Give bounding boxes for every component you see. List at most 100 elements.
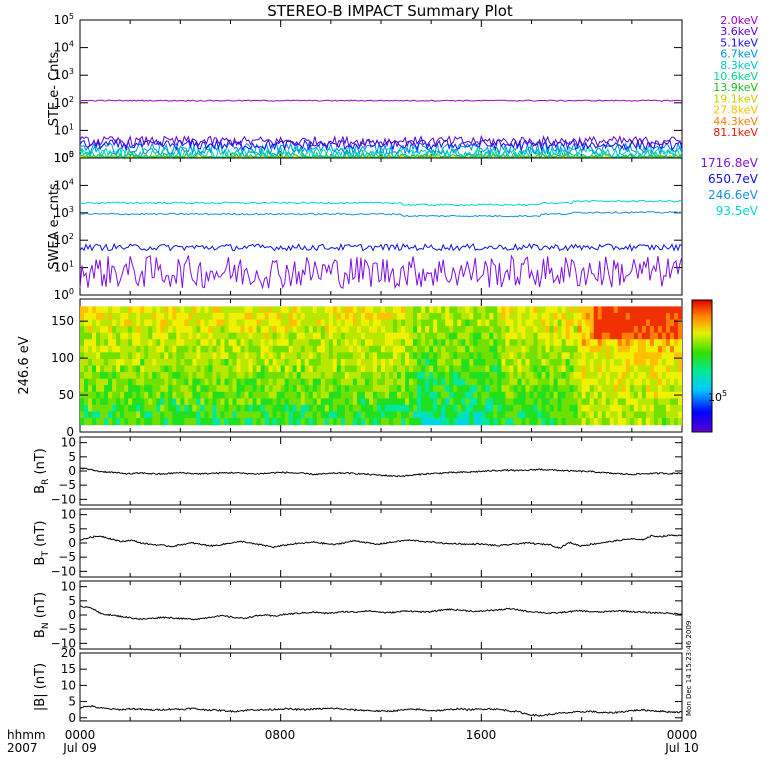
heatmap-cell	[232, 306, 238, 314]
heatmap-cell	[156, 306, 161, 314]
heatmap-cell	[324, 326, 330, 334]
heatmap-cell	[172, 372, 177, 380]
heatmap-cell	[645, 352, 651, 360]
heatmap-cell	[649, 326, 655, 334]
heatmap-cell	[421, 332, 426, 340]
heatmap-cell	[372, 339, 378, 347]
heatmap-cell	[308, 398, 314, 406]
heatmap-cell	[625, 411, 631, 419]
heatmap-cell	[497, 418, 502, 426]
heatmap-cell	[625, 385, 631, 393]
heatmap-cell	[625, 418, 631, 426]
heatmap-cell	[433, 378, 438, 386]
heatmap-cell	[140, 365, 145, 373]
heatmap-cell	[537, 365, 543, 373]
heatmap-cell	[381, 378, 386, 386]
heatmap-cell	[124, 326, 129, 334]
heatmap-cell	[304, 339, 310, 347]
heatmap-cell	[336, 319, 342, 327]
heatmap-cell	[204, 326, 210, 334]
heatmap-cell	[465, 332, 470, 340]
heatmap-cell	[212, 372, 218, 380]
heatmap-cell	[441, 378, 446, 386]
heatmap-cell	[320, 365, 326, 373]
heatmap-cell	[248, 306, 254, 314]
heatmap-cell	[292, 352, 298, 360]
heatmap-cell	[96, 404, 101, 413]
heatmap-cell	[288, 365, 294, 373]
heatmap-cell	[368, 365, 374, 373]
heatmap-cell	[100, 339, 105, 347]
heatmap-cell	[489, 319, 494, 327]
heatmap-cell	[180, 306, 185, 314]
heatmap-cell	[196, 404, 201, 413]
heatmap-cell	[669, 385, 675, 393]
heatmap-cell	[429, 365, 434, 373]
heatmap-cell	[425, 418, 430, 426]
heatmap-cell	[433, 326, 438, 334]
heatmap-cell	[376, 352, 382, 360]
heatmap-cell	[497, 372, 502, 380]
heatmap-cell	[449, 411, 454, 419]
heatmap-cell	[641, 326, 647, 334]
heatmap-cell	[208, 398, 214, 406]
field-line	[79, 534, 683, 549]
heatmap-cell	[112, 326, 117, 334]
heatmap-cell	[517, 385, 523, 393]
heatmap-cell	[360, 372, 366, 380]
heatmap-cell	[545, 358, 551, 367]
heatmap-cell	[441, 358, 446, 367]
heatmap-cell	[236, 391, 242, 399]
heatmap-cell	[401, 358, 406, 367]
heatmap-cell	[489, 326, 494, 334]
heatmap-cell	[296, 418, 302, 426]
heatmap-cell	[308, 365, 314, 373]
heatmap-cell	[657, 358, 663, 367]
heatmap-cell	[364, 306, 370, 314]
heatmap-cell	[481, 312, 486, 321]
heatmap-cell	[264, 365, 270, 373]
heatmap-cell	[184, 404, 189, 413]
heatmap-cell	[445, 391, 450, 399]
heatmap-cell	[429, 411, 434, 419]
heatmap-cell	[364, 332, 370, 340]
heatmap-cell	[216, 306, 222, 314]
heatmap-cell	[385, 339, 390, 347]
heatmap-cell	[497, 385, 502, 393]
heatmap-cell	[461, 418, 466, 426]
heatmap-cell	[501, 358, 507, 367]
heatmap-cell	[328, 411, 334, 419]
heatmap-cell	[332, 306, 338, 314]
heatmap-cell	[565, 404, 571, 413]
heatmap-cell	[529, 352, 535, 360]
heatmap-cell	[304, 418, 310, 426]
heatmap-cell	[176, 352, 181, 360]
heatmap-cell	[585, 312, 591, 321]
heatmap-cell	[433, 358, 438, 367]
heatmap-cell	[597, 358, 603, 367]
heatmap-cell	[665, 332, 671, 340]
heatmap-cell	[124, 404, 129, 413]
heatmap-cell	[577, 385, 583, 393]
heatmap-cell	[112, 404, 117, 413]
heatmap-cell	[653, 411, 659, 419]
heatmap-cell	[104, 404, 109, 413]
heatmap-cell	[328, 365, 334, 373]
heatmap-cell	[561, 358, 567, 367]
heatmap-cell	[360, 418, 366, 426]
heatmap-cell	[228, 319, 234, 327]
heatmap-cell	[513, 411, 519, 419]
heatmap-cell	[481, 385, 486, 393]
heatmap-cell	[216, 312, 222, 321]
heatmap-cell	[569, 326, 575, 334]
heatmap-cell	[336, 404, 342, 413]
heatmap-cell	[292, 411, 298, 419]
heatmap-cell	[360, 319, 366, 327]
heatmap-cell	[300, 332, 306, 340]
heatmap-cell	[228, 358, 234, 367]
heatmap-cell	[240, 332, 246, 340]
heatmap-cell	[433, 398, 438, 406]
heatmap-cell	[356, 372, 362, 380]
heatmap-cell	[368, 372, 374, 380]
heatmap-cell	[288, 411, 294, 419]
